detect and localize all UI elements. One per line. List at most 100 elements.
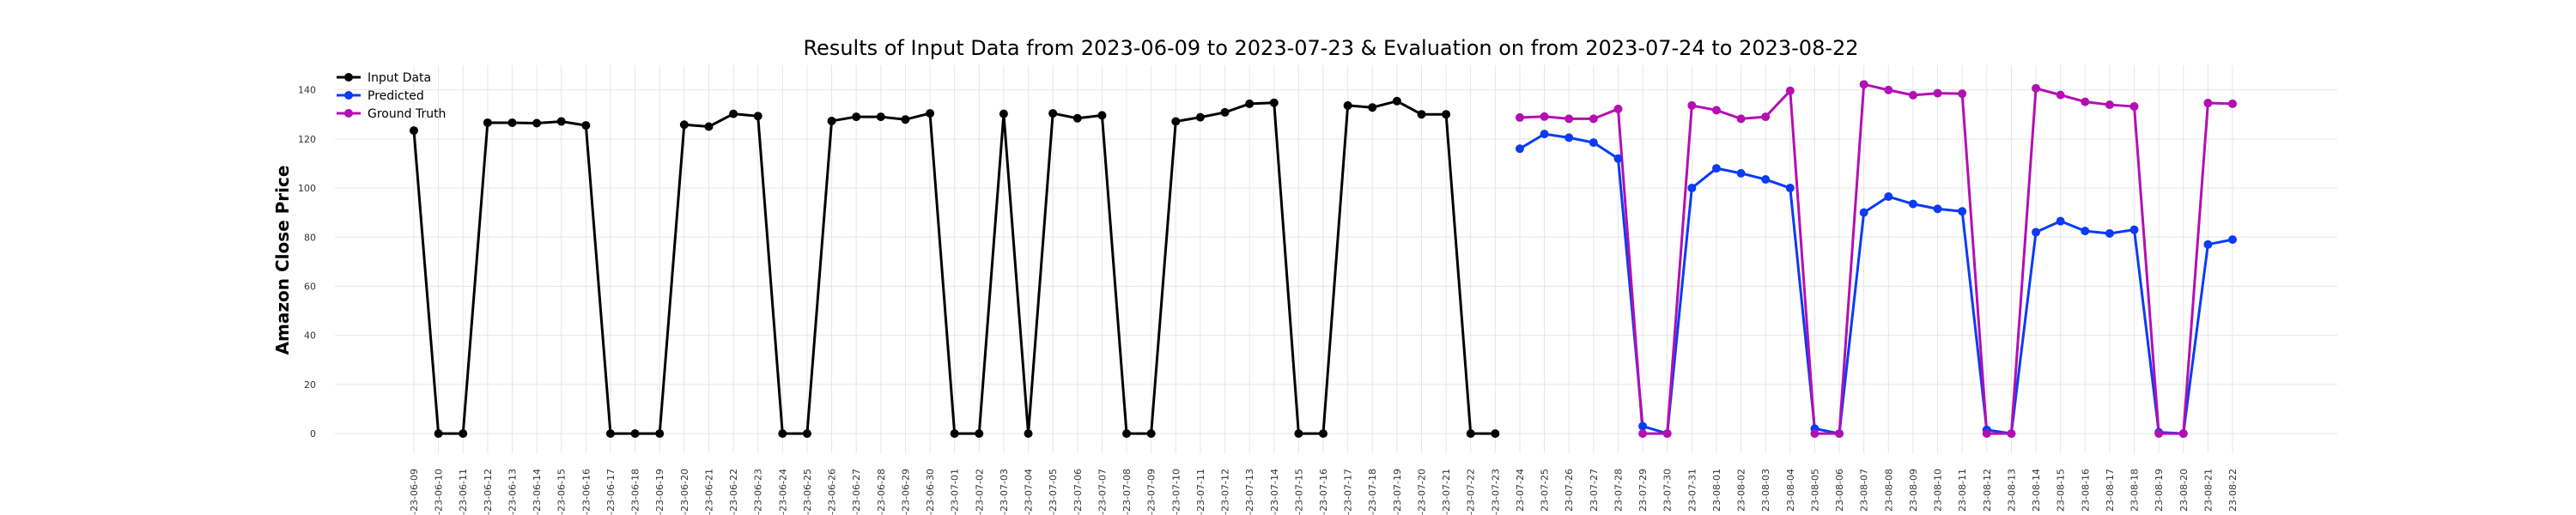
data-point (2129, 102, 2139, 112)
data-point (556, 117, 566, 126)
data-point (852, 112, 861, 122)
data-point (1564, 114, 1574, 124)
data-point (1368, 103, 1377, 112)
y-tick-label: 120 (298, 134, 316, 145)
x-tick-label: -23-07-13 (1244, 469, 1255, 515)
x-tick-label: -23-07-10 (1170, 469, 1182, 515)
legend: Input Data Predicted Ground Truth (337, 71, 446, 121)
data-point (1343, 100, 1352, 110)
data-point (1638, 421, 1648, 431)
data-point (2178, 429, 2188, 439)
x-tick-label: -23-07-06 (1072, 469, 1084, 515)
x-tick-label: -23-07-15 (1293, 469, 1304, 515)
data-point (2032, 227, 2041, 237)
data-point (876, 112, 885, 122)
data-point (1933, 88, 1942, 98)
x-tick-label: 23-08-09 (1908, 469, 1919, 512)
data-point (655, 429, 665, 439)
x-tick-label: -23-07-03 (999, 469, 1010, 515)
data-point (1589, 114, 1598, 124)
x-tick-label: -23-06-18 (630, 469, 641, 515)
x-tick-label: -23-07-11 (1195, 469, 1206, 515)
x-tick-label: 23-07-29 (1637, 469, 1649, 512)
data-point (1785, 86, 1795, 95)
data-point (1687, 100, 1697, 110)
data-point (1417, 110, 1426, 119)
data-point (1245, 99, 1255, 108)
y-tick-label: 100 (298, 183, 316, 194)
legend-marker (344, 91, 353, 100)
legend-marker (344, 73, 353, 82)
data-point (1736, 168, 1746, 178)
data-point (950, 429, 959, 439)
data-point (1540, 112, 1549, 121)
x-tick-label: -23-07-01 (950, 469, 961, 515)
data-point (1515, 144, 1524, 154)
data-point (581, 121, 591, 130)
data-point (2228, 235, 2237, 245)
data-point (2056, 216, 2065, 226)
data-point (679, 120, 689, 130)
data-point (1810, 429, 1820, 439)
data-point (1859, 80, 1868, 89)
x-tick-label: -23-06-23 (753, 469, 764, 515)
data-point (2154, 429, 2164, 439)
data-point (778, 429, 787, 439)
y-tick-label: 80 (304, 232, 316, 243)
data-point (975, 429, 984, 439)
data-point (1982, 429, 1991, 439)
y-tick-label: 60 (304, 281, 316, 292)
y-axis-ticks: 0 20 40 60 80 100 120 140 (298, 85, 316, 440)
x-tick-label: -23-06-13 (507, 469, 518, 515)
data-point (1515, 112, 1524, 122)
x-tick-label: -23-07-18 (1367, 469, 1378, 515)
x-tick-label: -23-06-26 (827, 469, 838, 515)
x-tick-label: -23-06-22 (728, 469, 739, 515)
y-axis-label: Amazon Close Price (272, 166, 293, 355)
x-tick-label: 23-08-19 (2154, 469, 2165, 512)
data-point (1908, 199, 1917, 209)
x-tick-label: 23-08-04 (1785, 469, 1796, 512)
data-point (630, 429, 640, 439)
data-point (901, 115, 910, 124)
data-point (2228, 99, 2237, 108)
data-point (2007, 429, 2016, 439)
x-tick-label: -23-06-19 (654, 469, 665, 515)
data-point (2203, 239, 2213, 249)
data-point (1908, 90, 1917, 100)
data-point (1711, 106, 1721, 115)
x-tick-label: -23-07-08 (1121, 469, 1133, 515)
x-tick-label: 23-08-02 (1736, 469, 1747, 512)
x-tick-label: 23-08-16 (2080, 469, 2091, 512)
data-point (2056, 90, 2065, 100)
data-point (1319, 429, 1327, 439)
data-point (1589, 138, 1598, 148)
x-tick-label: 23-08-06 (1834, 469, 1845, 512)
x-tick-label: -23-06-28 (876, 469, 887, 515)
data-point (1785, 184, 1795, 193)
x-tick-label: 23-08-13 (2006, 469, 2017, 512)
x-tick-label: 23-08-07 (1859, 469, 1870, 512)
x-tick-label: 23-08-10 (1933, 469, 1944, 512)
data-point (1761, 112, 1771, 122)
x-tick-label: -23-07-12 (1220, 469, 1231, 515)
x-tick-label: -23-07-14 (1269, 469, 1280, 515)
x-tick-label: -23-06-10 (434, 469, 445, 515)
x-axis-ticks: -23-06-09 -23-06-10 -23-06-11 -23-06-12 -23-… (409, 469, 2239, 515)
data-point (1884, 85, 1893, 94)
x-tick-label: 23-07-30 (1662, 469, 1674, 512)
data-point (1392, 96, 1401, 106)
x-tick-label: -23-07-22 (1466, 469, 1477, 515)
data-point (2105, 228, 2114, 238)
y-tick-label: 0 (310, 428, 316, 439)
x-tick-label: -23-06-16 (580, 469, 592, 515)
data-point (1835, 429, 1844, 439)
data-point (1613, 104, 1623, 113)
x-tick-label: -23-06-24 (777, 469, 788, 515)
data-point (926, 109, 935, 118)
x-tick-label: -23-06-21 (703, 469, 714, 515)
data-point (1564, 133, 1574, 142)
x-tick-label: -23-06-17 (605, 469, 617, 515)
y-tick-label: 140 (298, 85, 316, 96)
x-tick-label: 23-08-22 (2227, 469, 2239, 512)
